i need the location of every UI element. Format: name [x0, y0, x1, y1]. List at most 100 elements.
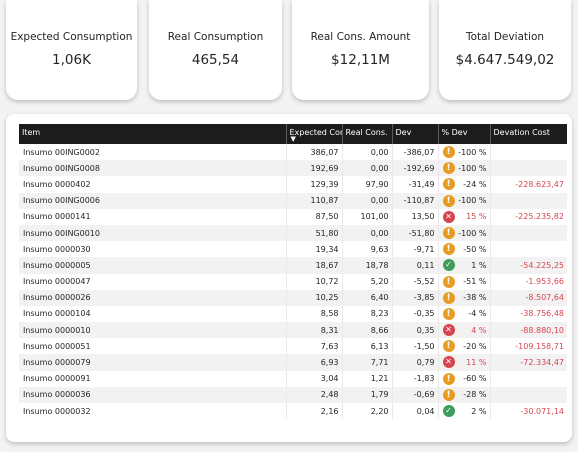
table-row[interactable]: Insumo 0000104 8,58 8,23 -0,35! -4 % -38.756,… [19, 305, 567, 323]
cell-dev: 0,04 [391, 403, 438, 420]
warning-icon: ! [442, 178, 455, 191]
cell-dev: -9,71 [391, 241, 438, 258]
kpi-card-real-cons-amount: Real Cons. Amount $12,11M [292, 0, 429, 100]
table-row[interactable]: Insumo 0000005 18,67 18,78 0,11 ✓ 1 % -54.225,… [19, 257, 567, 274]
cell-item: Insumo 00ING0006 [19, 192, 286, 209]
cell-expected-cons: 8,31 [285, 322, 342, 339]
cell-pct-dev: ! -51 % [437, 273, 490, 290]
cell-real-cons: 6,40 [341, 289, 392, 306]
cell-deviation-cost: -54.225,25 [489, 257, 567, 274]
cell-real-cons: 5,20 [341, 273, 392, 290]
check-icon: ✓ [442, 259, 455, 272]
pct-value: -28 % [463, 390, 487, 400]
cell-pct-dev: ✓ 2 % [437, 403, 490, 420]
warning-icon: ! [442, 372, 455, 385]
cell-item: Insumo 0000104 [23, 309, 91, 319]
pct-value: -38 % [463, 293, 487, 303]
cell-item: Insumo 0000402 [23, 179, 91, 189]
cell-dev: 13,50 [391, 208, 438, 225]
kpi-label: Total Deviation [465, 31, 545, 43]
cell-item: Insumo 0000141 [23, 212, 91, 222]
kpi-card-total-deviation: Total Deviation $4.647.549,02 [439, 0, 571, 100]
pct-value: 15 % [466, 212, 487, 222]
table-row[interactable]: Insumo 0000032 2,16 2,20 0,04 ✓ 2 % -30.071,14 [19, 403, 567, 420]
cell-real-cons: 1,21 [341, 370, 392, 387]
cell-expected-cons: 10,72 [285, 273, 342, 290]
warning-icon: ! [442, 243, 455, 256]
table-row[interactable]: Insumo 0000051 7,63 6,13 -1,50! -20 % -109.15… [19, 338, 567, 355]
table-row[interactable]: Insumo 0000079 6,93 7,71 0,79 ✕ 11 % -72.334,4… [19, 354, 567, 371]
cell-real-cons: 101,00 [341, 208, 392, 225]
cell-item: Insumo 00ING0002 [23, 147, 100, 157]
table-row[interactable]: Insumo 0000036 2,48 1,79 -0,69! -28 % [19, 386, 567, 403]
pct-value: -100 % [458, 163, 487, 173]
cell-real-cons: 0,00 [341, 144, 392, 161]
table-row[interactable]: Insumo 00ING0008 192,69 0,00 -192,69! -100 % [19, 160, 567, 177]
cell-pct-dev: ✕ 4 % [437, 322, 490, 339]
cell-expected-cons: 19,34 [285, 241, 342, 258]
table-row[interactable]: Insumo 0000010 8,31 8,66 0,35 ✕ 4 % -88.880,10 [19, 322, 567, 339]
cell-real-cons: 2,20 [341, 403, 392, 420]
error-icon: ✕ [442, 324, 455, 337]
column-header-pct-dev[interactable]: % Dev [437, 124, 490, 144]
cell-item: Insumo 0000091 [23, 374, 91, 384]
cell-dev: -386,07 [391, 144, 438, 161]
cell-deviation-cost: -88.880,10 [489, 322, 567, 339]
pct-value: 4 % [471, 325, 487, 335]
table-row[interactable]: Insumo 0000030 19,34 9,63 -9,71! -50 % [19, 241, 567, 258]
column-header-label: Expected Cons. [289, 128, 343, 137]
cell-pct-dev: ! -4 % [437, 305, 490, 323]
cell-dev: -51,80 [391, 224, 438, 242]
pct-value: -4 % [468, 309, 487, 319]
kpi-label: Real Cons. Amount [310, 31, 411, 43]
cell-item: Insumo 00ING0010 [19, 224, 286, 242]
warning-icon: ! [442, 388, 455, 401]
warning-icon: ! [442, 275, 455, 288]
table-body: Insumo 00ING0002 386,07 0,00 -386,07! -100 %… [19, 144, 567, 420]
pct-value: -51 % [463, 277, 487, 287]
table-row[interactable]: Insumo 0000091 3,04 1,21 -1,83! -60 % [19, 370, 567, 387]
cell-real-cons: 0,00 [341, 160, 392, 177]
pct-value: -60 % [463, 374, 487, 384]
table-row[interactable]: Insumo 0000047 10,72 5,20 -5,52! -51 % -1.953… [19, 273, 567, 290]
cell-real-cons: 7,71 [341, 354, 392, 371]
column-header-real-cons[interactable]: Real Cons. [341, 124, 392, 144]
cell-dev: 0,35 [391, 322, 438, 339]
cell-deviation-cost [489, 192, 567, 209]
cell-pct-dev: ! -100 % [437, 160, 490, 177]
cell-dev: -0,69 [391, 386, 438, 403]
cell-expected-cons: 386,07 [285, 144, 342, 161]
kpi-card-expected-consumption: Expected Consumption 1,06K [6, 0, 137, 100]
table-row[interactable]: Insumo 00ING0010 51,80 0,00 -51,80! -100 % [19, 224, 567, 242]
pct-value: 2 % [471, 406, 487, 416]
cell-item: Insumo 0000079 [19, 354, 286, 371]
table-row[interactable]: Insumo 00ING0006 110,87 0,00 -110,87! -100 % [19, 192, 567, 209]
consumption-table: Item Expected Cons. ▼ Real Cons. Dev % D… [19, 124, 567, 420]
cell-expected-cons: 3,04 [285, 370, 342, 387]
warning-icon: ! [442, 226, 455, 239]
cell-deviation-cost: -8.507,64 [489, 289, 567, 306]
table-row[interactable]: Insumo 00ING0002 386,07 0,00 -386,07! -100 % [19, 144, 567, 161]
cell-real-cons: 9,63 [341, 241, 392, 258]
pct-value: -100 % [458, 196, 487, 206]
cell-item: Insumo 00ING0008 [19, 160, 286, 177]
cell-real-cons: 1,79 [341, 386, 392, 403]
column-header-item[interactable]: Item [19, 124, 286, 144]
table-row[interactable]: Insumo 0000026 10,25 6,40 -3,85! -38 % -8.507… [19, 289, 567, 306]
cell-real-cons: 97,90 [341, 176, 392, 193]
cell-deviation-cost [489, 144, 567, 161]
cell-item: Insumo 0000032 [23, 406, 91, 416]
check-icon: ✓ [442, 405, 455, 417]
cell-expected-cons: 18,67 [285, 257, 342, 274]
cell-dev: -110,87 [391, 192, 438, 209]
cell-expected-cons: 2,16 [285, 403, 342, 420]
table-row[interactable]: Insumo 0000402 129,39 97,90 -31,49! -24 % -22… [19, 176, 567, 193]
warning-icon: ! [442, 162, 455, 175]
table-row[interactable]: Insumo 0000141 87,50 101,00 13,50 ✕ 15 % -225.… [19, 208, 567, 225]
column-header-dev[interactable]: Dev [391, 124, 438, 144]
pct-value: -100 % [458, 147, 487, 157]
cell-expected-cons: 10,25 [285, 289, 342, 306]
column-header-deviation-cost[interactable]: Devation Cost [489, 124, 567, 144]
column-header-expected-cons[interactable]: Expected Cons. ▼ [285, 124, 343, 144]
cell-pct-dev: ! -20 % [437, 338, 490, 355]
